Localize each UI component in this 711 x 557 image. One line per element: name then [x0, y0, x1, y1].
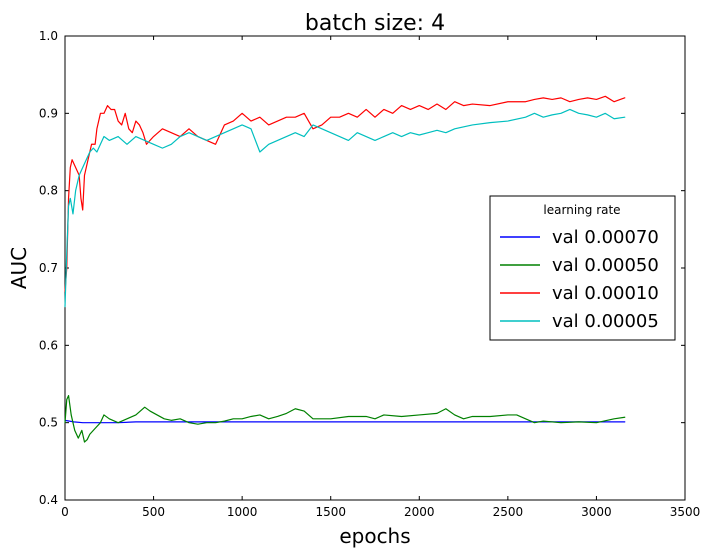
- y-tick: 0.4: [39, 493, 685, 507]
- y-axis-label: AUC: [7, 247, 31, 289]
- x-tick-label: 1500: [315, 505, 346, 519]
- y-tick-label: 0.7: [39, 261, 58, 275]
- series-line-4: [64, 108, 626, 308]
- y-tick: 0.6: [39, 338, 685, 352]
- series-line-3: [64, 95, 626, 292]
- legend-items: val 0.00070 val 0.00050 val 0.00010 val 0.0…: [500, 227, 659, 332]
- x-tick-label: 2500: [493, 505, 524, 519]
- y-tick-label: 0.6: [39, 338, 58, 352]
- x-tick: 0: [61, 36, 69, 519]
- x-tick-label: 3500: [670, 505, 701, 519]
- x-tick-label: 0: [61, 505, 69, 519]
- y-tick: 0.5: [39, 416, 685, 430]
- legend-label: val 0.00005: [552, 311, 659, 332]
- legend-item: val 0.00005: [500, 311, 659, 332]
- legend-item: val 0.00070: [500, 227, 659, 248]
- x-tick: 1500: [315, 36, 346, 519]
- legend-title: learning rate: [543, 203, 620, 217]
- x-tick: 2000: [404, 36, 435, 519]
- series-line-2: [64, 395, 626, 443]
- y-tick-label: 0.5: [39, 416, 58, 430]
- y-tick: 0.8: [39, 184, 685, 198]
- x-tick: 2500: [493, 36, 524, 519]
- x-tick: 1000: [227, 36, 258, 519]
- y-tick-label: 0.8: [39, 184, 58, 198]
- y-tick: 0.9: [39, 106, 685, 120]
- legend-box: [489, 195, 676, 341]
- series-layer: [64, 95, 626, 443]
- legend-label: val 0.00050: [552, 255, 659, 276]
- x-tick-label: 500: [142, 505, 165, 519]
- y-tick-label: 0.9: [39, 106, 58, 120]
- x-tick: 3500: [670, 36, 701, 519]
- x-tick-label: 1000: [227, 505, 258, 519]
- y-axis: 0.4 0.5 0.6 0.7 0.8 0.9 1.0: [39, 29, 685, 507]
- x-tick: 500: [142, 36, 165, 519]
- legend-item: val 0.00010: [500, 283, 659, 304]
- y-tick-label: 1.0: [39, 29, 58, 43]
- x-axis-label: epochs: [339, 524, 410, 548]
- y-tick-label: 0.4: [39, 493, 58, 507]
- x-tick-label: 2000: [404, 505, 435, 519]
- legend-label: val 0.00070: [552, 227, 659, 248]
- series-line-1: [64, 419, 626, 424]
- legend-label: val 0.00010: [552, 283, 659, 304]
- x-tick: 3000: [581, 36, 612, 519]
- chart-title: batch size: 4: [305, 11, 445, 36]
- x-axis: 0 500 1000 1500 2000 2500 3000 3500: [61, 36, 700, 519]
- legend-item: val 0.00050: [500, 255, 659, 276]
- x-tick-label: 3000: [581, 505, 612, 519]
- y-tick: 1.0: [39, 29, 685, 43]
